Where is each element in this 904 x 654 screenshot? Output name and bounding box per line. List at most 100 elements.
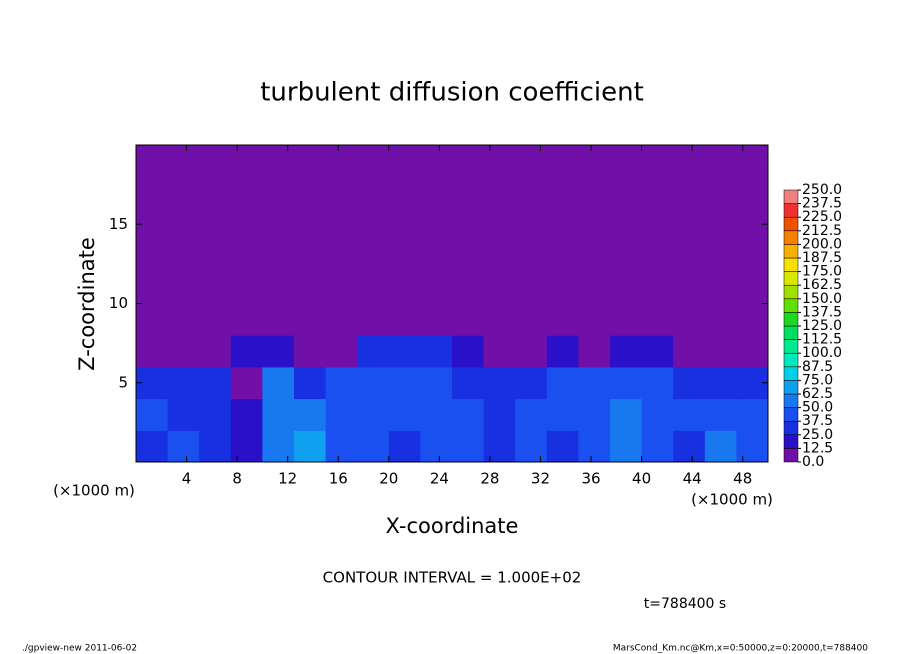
heatmap-cell: [704, 176, 737, 209]
heatmap-cell: [294, 430, 327, 463]
colorbar-label: 237.5: [802, 196, 842, 212]
heatmap-cell: [736, 145, 769, 178]
heatmap-cell: [704, 240, 737, 273]
heatmap-cell: [167, 240, 200, 273]
heatmap-cell: [325, 208, 358, 241]
heatmap-cell: [452, 430, 485, 463]
heatmap-cell: [546, 176, 579, 209]
colorbar-swatch: [783, 284, 799, 300]
heatmap-cell: [199, 303, 232, 336]
heatmap-cell: [610, 208, 643, 241]
colorbar-label: 250.0: [802, 182, 842, 198]
heatmap-cell: [578, 176, 611, 209]
heatmap-cell: [452, 366, 485, 400]
heatmap-cell: [641, 430, 674, 463]
heatmap-cell: [546, 208, 579, 241]
heatmap-cell: [294, 145, 327, 178]
heatmap-cell: [262, 240, 295, 273]
heatmap-cell: [483, 335, 516, 368]
heatmap-cell: [294, 271, 327, 304]
heatmap-cell: [199, 240, 232, 273]
heatmap-cell: [704, 398, 737, 431]
heatmap-cell: [515, 335, 548, 368]
colorbar-label: 212.5: [802, 223, 842, 239]
heatmap-cell: [199, 366, 232, 400]
x-tick-label: 8: [232, 470, 242, 488]
colorbar-swatch: [783, 339, 799, 354]
heatmap-cell: [167, 430, 200, 463]
heatmap-cell: [483, 208, 516, 241]
heatmap-cell: [641, 335, 674, 368]
heatmap-cell: [610, 430, 643, 463]
colorbar-swatch: [783, 257, 799, 272]
heatmap-cell: [673, 335, 706, 368]
x-tick-label: 4: [182, 470, 192, 488]
heatmap-cell: [262, 145, 295, 178]
x-tick-label: 28: [480, 470, 499, 488]
heatmap-cell: [199, 335, 232, 368]
heatmap-cell: [546, 398, 579, 431]
heatmap-cell: [325, 366, 358, 400]
heatmap-cell: [704, 430, 737, 463]
heatmap-cell: [515, 240, 548, 273]
heatmap-cell: [262, 366, 295, 400]
y-tick-label: 5: [118, 373, 128, 391]
heatmap-cell: [641, 240, 674, 273]
heatmap-cell: [673, 430, 706, 463]
heatmap-cell: [704, 271, 737, 304]
heatmap-cell: [294, 366, 327, 400]
y-unit-label: (×1000 m): [53, 482, 135, 500]
heatmap-cell: [294, 176, 327, 209]
heatmap-cell: [388, 398, 421, 431]
heatmap-cell: [546, 303, 579, 336]
heatmap-cell: [578, 240, 611, 273]
heatmap-cell: [420, 208, 453, 241]
y-axis-label: Z-coordinate: [75, 237, 99, 371]
colorbar-label: 137.5: [802, 304, 842, 320]
x-unit-label: (×1000 m): [691, 491, 773, 509]
heatmap-cell: [578, 145, 611, 178]
contour-interval: CONTOUR INTERVAL = 1.000E+02: [323, 569, 582, 587]
colorbar-swatch: [783, 244, 799, 259]
heatmap-cell: [673, 303, 706, 336]
heatmap-cell: [641, 366, 674, 400]
heatmap-cell: [199, 271, 232, 304]
heatmap-cell: [167, 208, 200, 241]
heatmap-cell: [452, 145, 485, 178]
heatmap-cell: [483, 366, 516, 400]
heatmap-cell: [325, 271, 358, 304]
heatmap-cell: [357, 303, 390, 336]
heatmap-cell: [641, 208, 674, 241]
heatmap-cell: [230, 303, 263, 336]
heatmap-cell: [546, 335, 579, 368]
colorbar-label: 12.5: [802, 440, 833, 456]
heatmap-cell: [167, 271, 200, 304]
heatmap-cell: [230, 240, 263, 273]
heatmap-cell: [136, 145, 169, 178]
heatmap-cell: [420, 271, 453, 304]
heatmap-cell: [515, 176, 548, 209]
heatmap-cell: [483, 240, 516, 273]
heatmap-cell: [483, 176, 516, 209]
heatmap-cell: [704, 366, 737, 400]
heatmap-cell: [641, 303, 674, 336]
heatmap-cell: [483, 303, 516, 336]
heatmap-cell: [515, 271, 548, 304]
heatmap-cell: [610, 398, 643, 431]
heatmap-cell: [357, 145, 390, 178]
heatmap-cell: [167, 303, 200, 336]
colorbar-swatch: [783, 298, 799, 313]
heatmap-cell: [230, 271, 263, 304]
colorbar-swatch: [783, 325, 799, 340]
heatmap-cell: [610, 271, 643, 304]
heatmap-cell: [736, 335, 769, 368]
heatmap-cell: [673, 366, 706, 400]
x-tick-label: 40: [632, 470, 651, 488]
heatmap-cell: [736, 303, 769, 336]
heatmap-cell: [357, 271, 390, 304]
heatmap-cell: [578, 303, 611, 336]
heatmap-cell: [546, 271, 579, 304]
colorbar-label: 87.5: [802, 359, 833, 375]
heatmap-cell: [673, 176, 706, 209]
heatmap-cell: [420, 430, 453, 463]
